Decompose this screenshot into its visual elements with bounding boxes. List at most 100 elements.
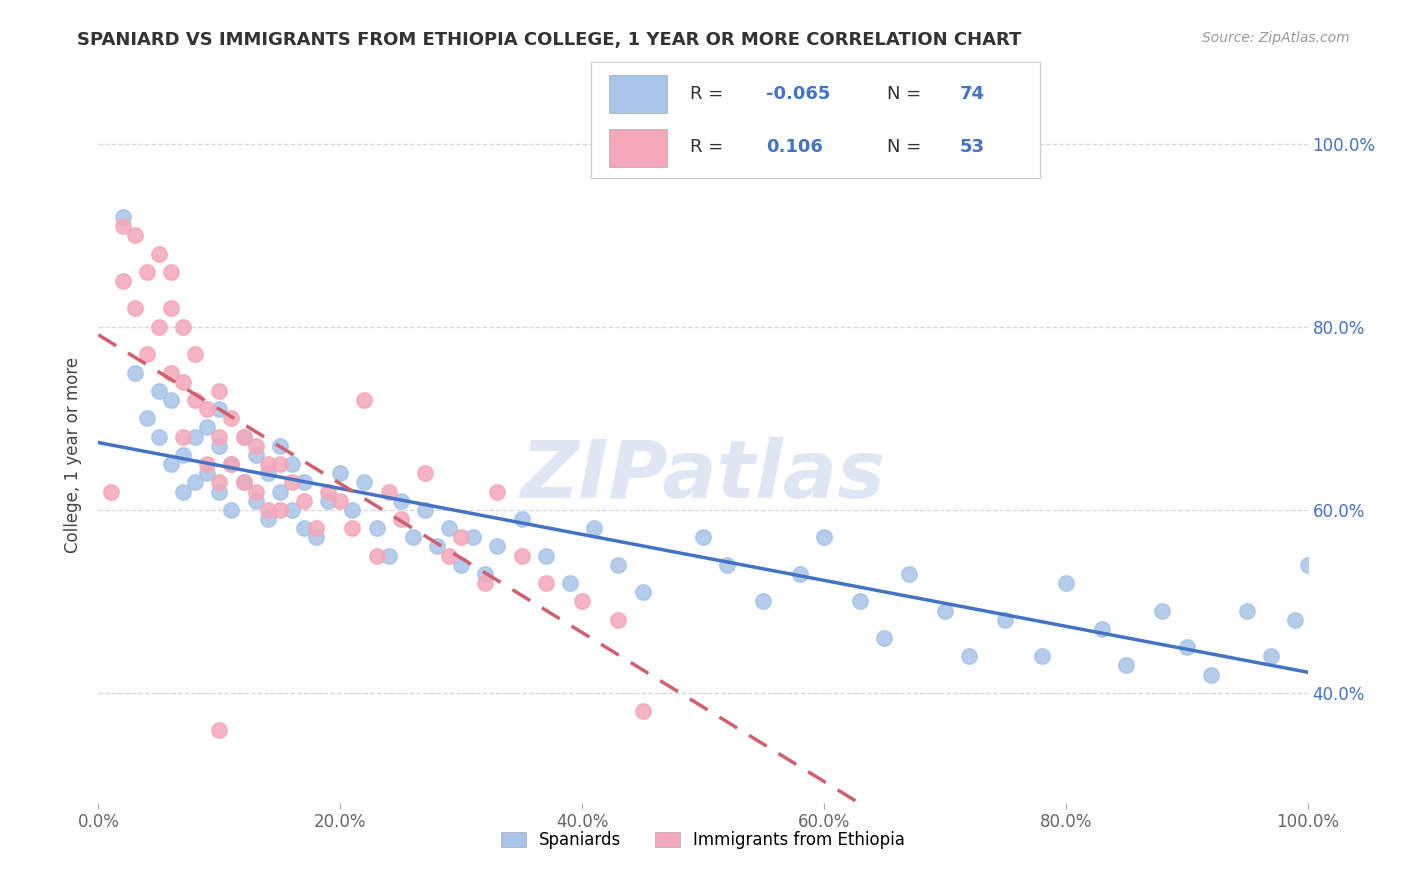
- Point: [413, 503, 436, 517]
- Text: R =: R =: [689, 85, 728, 103]
- Point: [366, 549, 388, 563]
- Point: [450, 530, 472, 544]
- Point: [208, 475, 231, 490]
- Text: -0.065: -0.065: [766, 85, 831, 103]
- Text: ZIPatlas: ZIPatlas: [520, 437, 886, 515]
- Point: [377, 484, 399, 499]
- Point: [208, 439, 231, 453]
- Point: [232, 429, 254, 443]
- Point: [172, 448, 194, 462]
- Point: [135, 265, 157, 279]
- Point: [208, 723, 231, 737]
- Point: [534, 549, 557, 563]
- Point: [426, 540, 449, 554]
- Point: [135, 411, 157, 425]
- Point: [100, 484, 122, 499]
- Point: [957, 649, 980, 664]
- Point: [413, 467, 436, 481]
- Point: [607, 558, 630, 572]
- Point: [195, 467, 218, 481]
- Point: [474, 566, 496, 581]
- Text: 74: 74: [959, 85, 984, 103]
- Point: [221, 457, 243, 471]
- Point: [1296, 558, 1319, 572]
- Point: [124, 366, 146, 380]
- Text: N =: N =: [887, 138, 928, 156]
- Point: [281, 457, 304, 471]
- Point: [148, 384, 170, 398]
- Point: [111, 219, 134, 233]
- Point: [208, 384, 231, 398]
- Point: [558, 576, 581, 591]
- Point: [245, 484, 267, 499]
- Point: [221, 411, 243, 425]
- Point: [256, 512, 278, 526]
- Point: [184, 347, 207, 361]
- Y-axis label: College, 1 year or more: College, 1 year or more: [65, 357, 83, 553]
- Point: [389, 493, 412, 508]
- Point: [353, 475, 375, 490]
- Point: [437, 521, 460, 535]
- Point: [1115, 658, 1137, 673]
- Point: [389, 512, 412, 526]
- Point: [232, 475, 254, 490]
- Point: [269, 484, 291, 499]
- Point: [1260, 649, 1282, 664]
- Point: [402, 530, 425, 544]
- Point: [221, 503, 243, 517]
- Point: [245, 448, 267, 462]
- Point: [292, 493, 315, 508]
- Point: [160, 392, 183, 407]
- Point: [160, 366, 183, 380]
- Point: [160, 457, 183, 471]
- Point: [221, 457, 243, 471]
- Text: 0.106: 0.106: [766, 138, 823, 156]
- Point: [353, 392, 375, 407]
- Point: [256, 457, 278, 471]
- Point: [631, 704, 654, 718]
- Point: [1054, 576, 1077, 591]
- Point: [184, 392, 207, 407]
- Point: [148, 319, 170, 334]
- Point: [292, 475, 315, 490]
- Point: [752, 594, 775, 608]
- Point: [813, 530, 835, 544]
- FancyBboxPatch shape: [609, 128, 666, 167]
- Point: [583, 521, 606, 535]
- Point: [160, 265, 183, 279]
- Point: [463, 530, 485, 544]
- Point: [172, 429, 194, 443]
- Point: [607, 613, 630, 627]
- Point: [849, 594, 872, 608]
- Point: [184, 429, 207, 443]
- Point: [292, 521, 315, 535]
- Point: [269, 439, 291, 453]
- Text: N =: N =: [887, 85, 928, 103]
- Point: [195, 402, 218, 417]
- Point: [1236, 603, 1258, 617]
- Point: [208, 484, 231, 499]
- Point: [510, 512, 533, 526]
- Point: [160, 301, 183, 316]
- Point: [111, 210, 134, 224]
- Point: [208, 402, 231, 417]
- Point: [1091, 622, 1114, 636]
- Point: [329, 493, 352, 508]
- Point: [342, 503, 364, 517]
- Point: [437, 549, 460, 563]
- Point: [342, 521, 364, 535]
- Point: [1031, 649, 1053, 664]
- Point: [135, 347, 157, 361]
- Text: 53: 53: [959, 138, 984, 156]
- Point: [172, 484, 194, 499]
- Point: [692, 530, 714, 544]
- Point: [208, 429, 231, 443]
- Point: [366, 521, 388, 535]
- Point: [1152, 603, 1174, 617]
- Point: [450, 558, 472, 572]
- Point: [172, 319, 194, 334]
- Point: [1175, 640, 1198, 655]
- Point: [316, 484, 339, 499]
- Point: [305, 521, 328, 535]
- Point: [245, 493, 267, 508]
